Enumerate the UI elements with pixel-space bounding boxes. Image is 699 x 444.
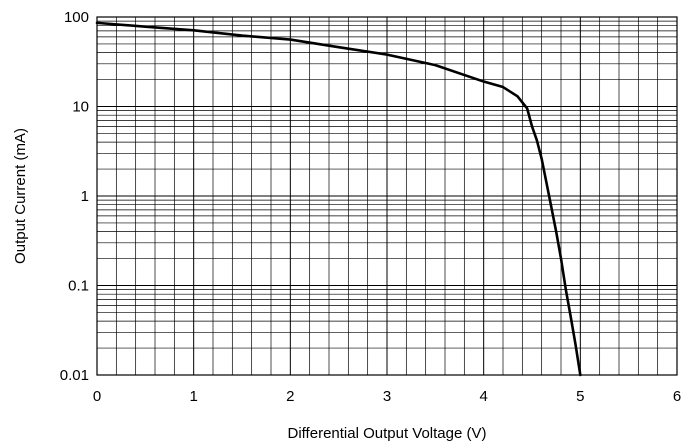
y-tick-label: 10 <box>72 99 89 116</box>
x-tick-label: 4 <box>479 388 487 405</box>
x-tick-label: 3 <box>383 388 391 405</box>
x-tick-label: 0 <box>93 388 101 405</box>
y-tick-labels: 0.01 0.1 1 10 100 <box>60 9 89 384</box>
y-axis-label: Output Current (mA) <box>12 128 29 264</box>
y-tick-label: 0.1 <box>68 278 89 295</box>
x-tick-labels: 0 1 2 3 4 5 6 <box>93 388 681 405</box>
x-tick-label: 6 <box>673 388 681 405</box>
series-line-output-current <box>95 21 582 377</box>
x-tick-label: 1 <box>189 388 197 405</box>
plot-frame <box>96 16 678 376</box>
y-tick-label: 0.01 <box>60 367 89 384</box>
x-tick-label: 2 <box>286 388 294 405</box>
x-axis-label: Differential Output Voltage (V) <box>288 425 487 442</box>
x-tick-label: 5 <box>576 388 584 405</box>
major-grid <box>97 17 677 375</box>
y-tick-label: 1 <box>81 188 89 205</box>
y-tick-label: 100 <box>64 9 89 26</box>
